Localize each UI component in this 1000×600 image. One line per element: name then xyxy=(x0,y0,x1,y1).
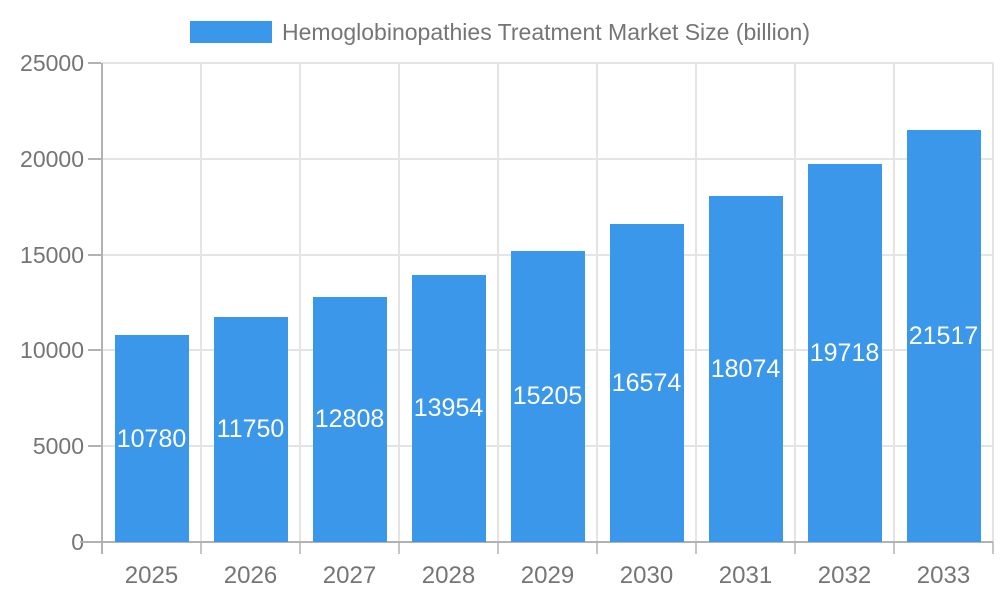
bar-2030[interactable]: 16574 xyxy=(609,224,684,542)
legend-label: Hemoglobinopathies Treatment Market Size… xyxy=(282,18,810,45)
x-axis-line xyxy=(80,541,993,543)
v-gridline xyxy=(299,63,301,542)
bar-value-label: 21517 xyxy=(908,321,979,350)
x-tick xyxy=(497,542,499,554)
bar-2033[interactable]: 21517 xyxy=(906,129,981,542)
bar-2026[interactable]: 11750 xyxy=(213,316,288,542)
v-gridline xyxy=(992,63,994,542)
x-tick xyxy=(398,542,400,554)
bar-value-label: 18074 xyxy=(710,354,781,383)
x-tick xyxy=(299,542,301,554)
x-tick xyxy=(596,542,598,554)
v-gridline xyxy=(200,63,202,542)
y-axis-label-5000: 5000 xyxy=(32,433,84,460)
x-axis-label-2031: 2031 xyxy=(718,562,773,589)
bar-value-label: 12808 xyxy=(314,405,385,434)
v-gridline xyxy=(398,63,400,542)
x-tick xyxy=(992,542,994,554)
v-gridline xyxy=(893,63,895,542)
h-gridline xyxy=(102,62,993,64)
v-gridline xyxy=(695,63,697,542)
y-tick xyxy=(88,349,101,352)
x-axis-label-2028: 2028 xyxy=(421,562,476,589)
v-gridline xyxy=(596,63,598,542)
v-gridline xyxy=(794,63,796,542)
bar-2032[interactable]: 19718 xyxy=(807,164,882,542)
bar-2025[interactable]: 10780 xyxy=(114,335,189,542)
bar-2028[interactable]: 13954 xyxy=(411,274,486,542)
y-tick xyxy=(88,62,101,64)
x-axis-label-2033: 2033 xyxy=(916,562,971,589)
x-tick xyxy=(794,542,796,554)
bar-value-label: 11750 xyxy=(216,415,285,444)
bar-value-label: 19718 xyxy=(809,339,880,368)
x-axis-label-2030: 2030 xyxy=(619,562,674,589)
bar-value-label: 10780 xyxy=(116,424,187,453)
y-axis-label-20000: 20000 xyxy=(20,145,84,172)
x-axis-label-2026: 2026 xyxy=(223,562,278,589)
x-tick xyxy=(200,542,202,554)
y-axis-line xyxy=(101,63,103,554)
y-tick xyxy=(88,157,101,160)
y-tick xyxy=(88,445,101,448)
y-tick xyxy=(88,253,101,256)
legend: Hemoglobinopathies Treatment Market Size… xyxy=(0,16,1000,48)
legend-swatch xyxy=(190,21,273,43)
bar-value-label: 15205 xyxy=(512,382,583,411)
bar-2029[interactable]: 15205 xyxy=(510,250,585,542)
x-axis-label-2029: 2029 xyxy=(520,562,575,589)
v-gridline xyxy=(497,63,499,542)
bar-2031[interactable]: 18074 xyxy=(708,195,783,542)
x-axis-label-2027: 2027 xyxy=(322,562,377,589)
h-gridline xyxy=(102,157,993,160)
y-axis-label-15000: 15000 xyxy=(20,241,84,268)
bar-value-label: 13954 xyxy=(413,394,484,423)
y-axis-label-0: 0 xyxy=(71,529,84,555)
y-axis-label-10000: 10000 xyxy=(20,337,84,364)
x-tick xyxy=(893,542,895,554)
x-axis-label-2032: 2032 xyxy=(817,562,872,589)
x-tick xyxy=(695,542,697,554)
bar-2027[interactable]: 12808 xyxy=(312,296,387,542)
y-axis-label-25000: 25000 xyxy=(20,50,84,76)
x-axis-label-2025: 2025 xyxy=(124,562,179,589)
bar-value-label: 16574 xyxy=(611,369,682,398)
